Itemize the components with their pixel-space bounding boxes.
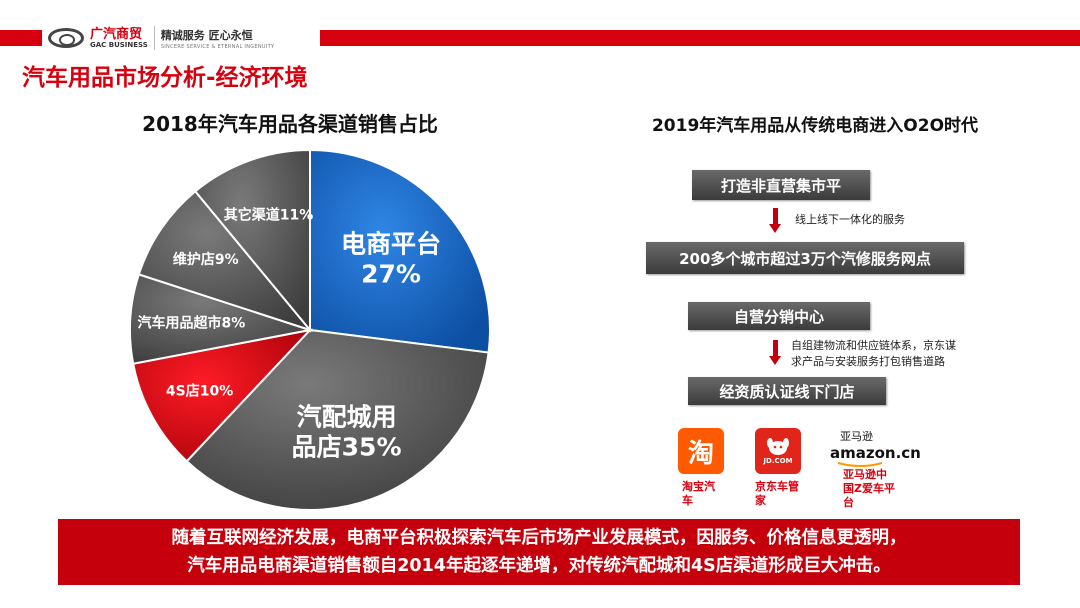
- summary-line-2: 汽车用品电商渠道销售额自2014年起逐年递增，对传统汽配城和4S店渠道形成巨大冲…: [187, 556, 891, 576]
- taobao-glyph: 淘: [687, 438, 714, 469]
- step-box-2: 200多个城市超过3万个汽修服务网点: [646, 242, 964, 274]
- amazon-glyph-en: amazon.cn: [830, 444, 921, 462]
- pie-slice-汽配城用品店: [185, 328, 490, 511]
- note-2-line-1: 自组建物流和供应链体系，京东谋: [791, 339, 956, 352]
- brand-logo: 广汽商贸 GAC BUSINESS 精诚服务 匠心永恒 SINCERE SERV…: [42, 22, 320, 54]
- logo-en: GAC BUSINESS: [90, 40, 148, 49]
- jd-dog-icon: [767, 438, 789, 455]
- slogan: 精诚服务 匠心永恒 SINCERE SERVICE & ETERNAL INGE…: [161, 27, 275, 50]
- pie-label-电商平台: 电商平台 27%: [341, 229, 441, 288]
- logo-text: 广汽商贸 GAC BUSINESS: [90, 28, 148, 49]
- amazon-smile-icon: [837, 462, 883, 467]
- step-box-4: 经资质认证线下门店: [688, 377, 886, 405]
- pie-label-其它渠道: 其它渠道11%: [224, 207, 314, 224]
- amazon-caption: 亚马逊中 国Z爱车平 台: [843, 468, 895, 510]
- logo-cn: 广汽商贸: [90, 26, 143, 42]
- summary-banner: 随着互联网经济发展，电商平台积极探索汽车后市场产业发展模式，因服务、价格信息更透…: [58, 519, 1020, 585]
- step-label-3: 自营分销中心: [733, 307, 824, 326]
- amazon-caption-line-3: 台: [843, 496, 854, 509]
- pie-label-4S店: 4S店10%: [166, 383, 233, 400]
- note-1: 线上线下一体化的服务: [795, 213, 905, 226]
- pie-chart-svg: 电商平台 27% 汽配城用品店35% 4S店10% 汽车用品超市8% 维护店9% 其它渠道1…: [129, 148, 491, 511]
- jd-caption-line-2: 家: [755, 494, 766, 507]
- taobao-caption: 淘宝汽 车: [682, 480, 715, 508]
- pie-label-汽车用品超市: 汽车用品超市8%: [138, 314, 246, 331]
- page-title: 汽车用品市场分析-经济环境: [22, 65, 308, 91]
- slogan-cn: 精诚服务 匠心永恒: [160, 28, 253, 42]
- jd-icon: JD.COM: [755, 428, 801, 474]
- jd-glyph: JD.COM: [763, 457, 793, 465]
- o2o-title: 2019年汽车用品从传统电商进入O2O时代: [651, 116, 979, 136]
- pie-label-维护店: 维护店9%: [173, 251, 239, 268]
- note-2-line-2: 求产品与安装服务打包销售道路: [791, 355, 945, 368]
- pie-chart: 电商平台 27% 汽配城用品店35% 4S店10% 汽车用品超市8% 维护店9% 其它渠道1…: [120, 140, 500, 520]
- pie-slice-汽车用品超市: [129, 273, 311, 365]
- step-box-1: 打造非直营集市平: [692, 170, 870, 200]
- logo-divider: [153, 26, 155, 50]
- amazon-glyph-cn: 亚马逊: [840, 430, 873, 443]
- pie-slice-维护店: [137, 189, 313, 333]
- jd-caption: 京东车管 家: [755, 480, 799, 508]
- taobao-icon: 淘: [678, 428, 724, 474]
- jd-caption-line-1: 京东车管: [755, 480, 799, 493]
- step-box-3: 自营分销中心: [688, 302, 870, 330]
- amazon-icon: 亚马逊 amazon.cn: [830, 425, 921, 471]
- step-label-1: 打造非直营集市平: [720, 176, 841, 195]
- pie-slice-其它渠道: [193, 148, 311, 333]
- summary-line-1: 随着互联网经济发展，电商平台积极探索汽车后市场产业发展模式，因服务、价格信息更透…: [171, 528, 907, 548]
- pie-slice-电商平台: [309, 148, 491, 354]
- note-2: 自组建物流和供应链体系，京东谋 求产品与安装服务打包销售道路: [791, 338, 956, 370]
- amazon-caption-line-2: 国Z爱车平: [843, 482, 895, 495]
- gac-logo-icon: [48, 28, 84, 48]
- pie-chart-title: 2018年汽车用品各渠道销售占比: [142, 112, 438, 136]
- pie-label-汽配城用品店: 汽配城用品店35%: [292, 402, 402, 461]
- pie-slice-4S店: [132, 328, 313, 463]
- slogan-en: SINCERE SERVICE & ETERNAL INGENUITY: [160, 43, 275, 50]
- taobao-caption-line-2: 车: [682, 494, 693, 507]
- step-label-4: 经资质认证线下门店: [719, 382, 855, 401]
- taobao-caption-line-1: 淘宝汽: [682, 480, 715, 493]
- amazon-caption-line-1: 亚马逊中: [843, 468, 887, 481]
- step-label-2: 200多个城市超过3万个汽修服务网点: [679, 249, 931, 268]
